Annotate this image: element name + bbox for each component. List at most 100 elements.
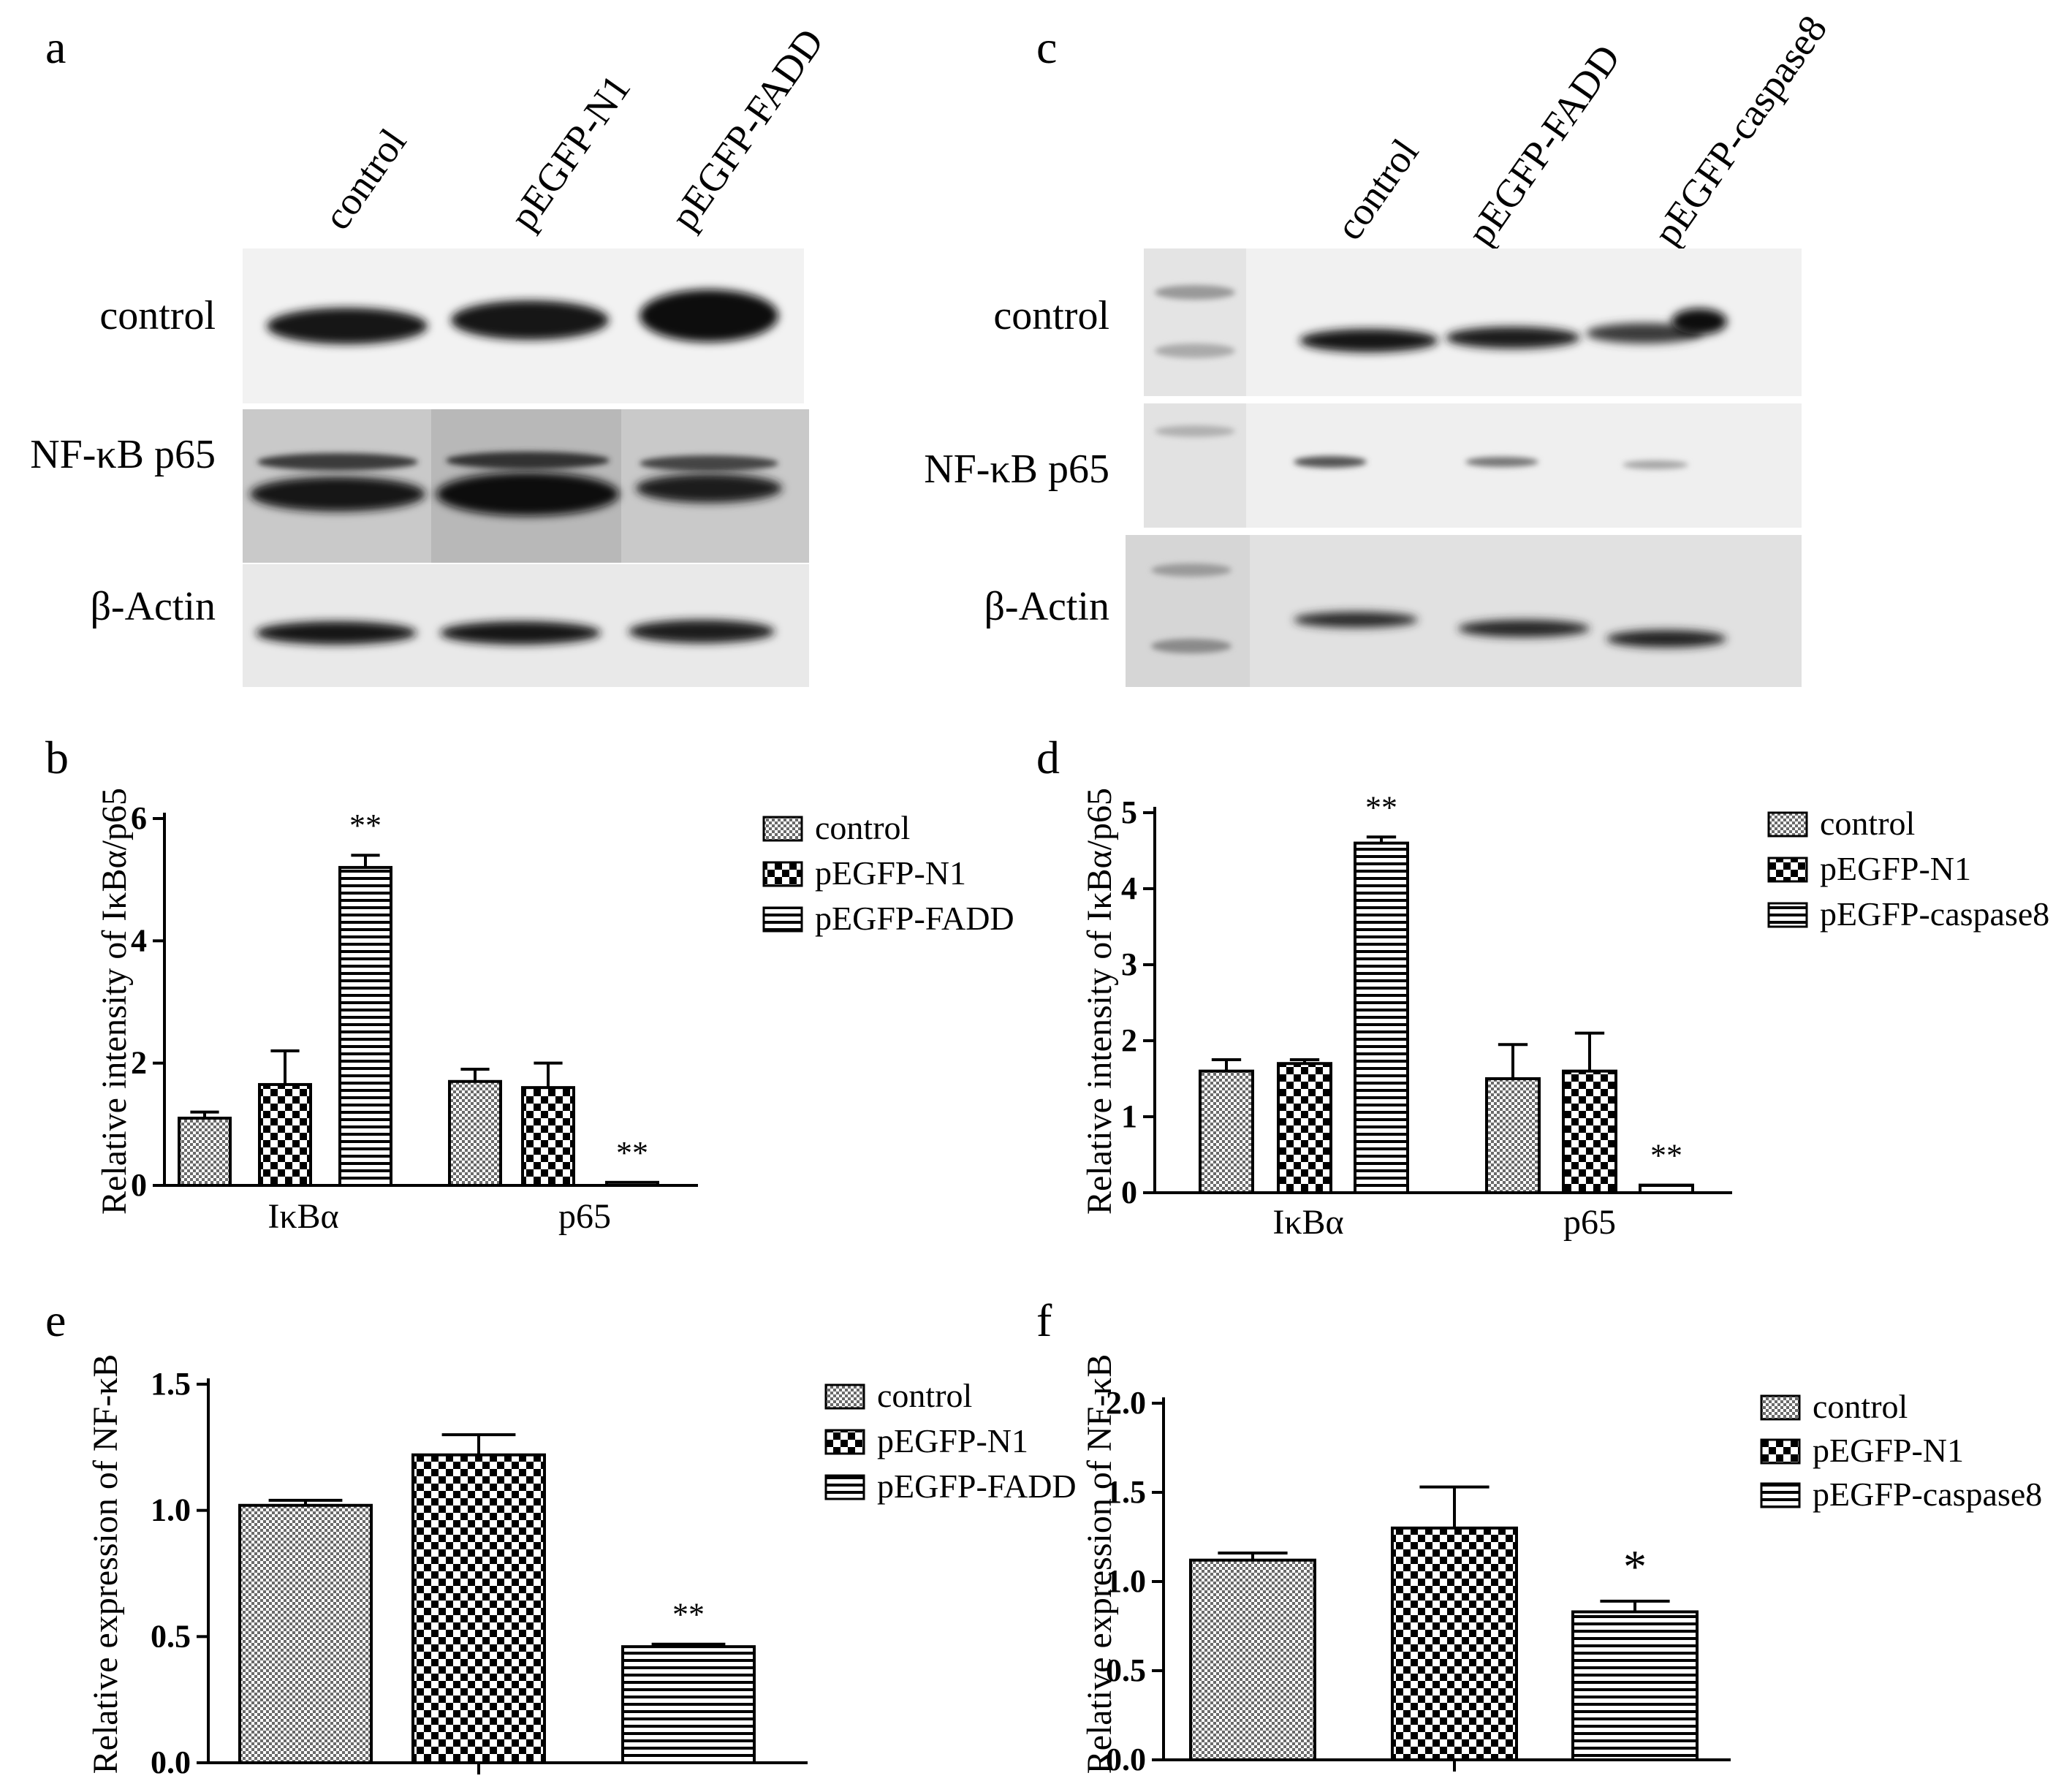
panel-c: c control pEGFP-FADD pEGFP-caspase8 cont…: [924, 7, 1835, 687]
b-x-tick-label: p65: [558, 1197, 611, 1236]
b-y-tick-label: 4: [131, 922, 147, 958]
blot-a-strip-2: [243, 409, 809, 563]
e-legend-label-0: control: [877, 1377, 972, 1414]
b-y-tick-label: 2: [131, 1045, 147, 1081]
f-legend-label-2: pEGFP-caspase8: [1813, 1476, 2042, 1513]
panel-f-letter: f: [1036, 1294, 1052, 1346]
e-bar-2: [621, 1645, 756, 1765]
panel-c-row-control: control: [993, 293, 1109, 338]
d-bar-0-2: [1354, 841, 1409, 1194]
panel-a-row-p65: NF-κB p65: [30, 432, 216, 477]
f-bar-2: [1571, 1610, 1699, 1761]
f-legend-label-1: pEGFP-N1: [1813, 1432, 1964, 1469]
f-legend-swatch-0: [1760, 1394, 1801, 1421]
panel-a-letter: a: [45, 21, 66, 73]
d-y-tick-label: 1: [1121, 1098, 1137, 1134]
blot-a-strip-1: [243, 248, 804, 403]
f-legend-label-0: control: [1813, 1388, 1908, 1425]
e-legend-swatch-1: [824, 1429, 865, 1455]
panel-c-lane-2: pEGFP-FADD: [1459, 37, 1629, 254]
f-y-tick-label: 2.0: [1106, 1385, 1146, 1421]
b-y-axis-label: Relative intensity of IκBα/p65: [95, 788, 134, 1215]
f-y-tick-label: 1.5: [1106, 1474, 1146, 1510]
d-legend-swatch-2: [1767, 902, 1808, 928]
panel-c-lane-1: control: [1327, 131, 1427, 248]
f-legend-swatch-1: [1760, 1438, 1801, 1465]
f-significance: *: [1623, 1541, 1647, 1592]
b-legend-swatch-1: [762, 861, 803, 887]
d-significance: **: [1365, 789, 1397, 825]
d-bar-0-1: [1277, 1062, 1332, 1194]
d-legend-swatch-1: [1767, 857, 1808, 883]
f-bar-0: [1189, 1558, 1316, 1761]
b-legend-label-2: pEGFP-FADD: [815, 900, 1014, 937]
b-legend-label-0: control: [815, 809, 910, 846]
e-legend-swatch-2: [824, 1474, 865, 1500]
blot-c-strip-1: [1144, 248, 1802, 396]
d-bar-1-1: [1562, 1069, 1617, 1194]
d-legend-label-1: pEGFP-N1: [1820, 850, 1971, 887]
panel-e-letter: e: [45, 1294, 66, 1346]
b-significance: **: [616, 1135, 648, 1171]
b-bar-1-2: [605, 1180, 659, 1187]
d-y-tick-label: 0: [1121, 1174, 1137, 1210]
b-y-tick-label: 0: [131, 1167, 147, 1203]
d-y-tick-label: 3: [1121, 946, 1137, 982]
e-legend-label-2: pEGFP-FADD: [877, 1468, 1077, 1505]
d-y-axis-label: Relative intensity of IκBα/p65: [1080, 788, 1119, 1215]
d-y-tick-label: 2: [1121, 1022, 1137, 1058]
b-legend-swatch-2: [762, 906, 803, 933]
b-x-tick-label: IκBα: [267, 1197, 338, 1236]
b-y-tick-label: 6: [131, 800, 147, 836]
e-y-tick-label: 1.5: [151, 1366, 191, 1402]
panel-c-row-p65: NF-κB p65: [924, 447, 1109, 492]
b-legend-swatch-0: [762, 816, 803, 842]
d-legend-label-0: control: [1820, 805, 1915, 842]
panel-a-lane-1: control: [315, 121, 415, 238]
d-bar-1-0: [1485, 1077, 1541, 1194]
f-legend-swatch-2: [1760, 1482, 1801, 1508]
d-bar-1-2: [1639, 1183, 1694, 1194]
b-bar-0-0: [178, 1116, 232, 1188]
d-x-tick-label: p65: [1563, 1203, 1616, 1242]
e-bar-0: [238, 1503, 373, 1764]
panel-a-lane-2: pEGFP-N1: [501, 67, 640, 237]
blot-a-strip-3: [243, 564, 809, 687]
f-y-axis-label: Relative expression of NF-κB: [1080, 1354, 1119, 1774]
e-y-axis-label: Relative expression of NF-κB: [86, 1354, 125, 1774]
b-bar-1-0: [448, 1079, 502, 1188]
d-y-tick-label: 4: [1121, 870, 1137, 906]
d-y-tick-label: 5: [1121, 794, 1137, 830]
f-y-tick-label: 1.0: [1106, 1563, 1146, 1599]
e-legend-label-1: pEGFP-N1: [877, 1422, 1028, 1459]
f-y-tick-label: 0.5: [1106, 1652, 1146, 1688]
panel-d-letter: d: [1036, 732, 1060, 783]
e-y-tick-label: 1.0: [151, 1492, 191, 1528]
b-bar-0-1: [258, 1082, 312, 1187]
blot-c-strip-2: [1144, 403, 1802, 528]
b-legend-label-1: pEGFP-N1: [815, 854, 966, 892]
blot-c-strip-3: [1126, 535, 1802, 687]
panel-c-letter: c: [1036, 21, 1057, 73]
panel-a-row-actin: β-Actin: [90, 584, 216, 629]
panel-c-lane-3: pEGFP-caspase8: [1645, 7, 1836, 254]
e-significance: **: [672, 1597, 705, 1633]
d-legend-swatch-0: [1767, 811, 1808, 838]
d-x-tick-label: IκBα: [1272, 1203, 1343, 1242]
d-bar-0-0: [1199, 1069, 1254, 1194]
e-y-tick-label: 0.5: [151, 1618, 191, 1654]
b-bar-1-1: [521, 1086, 575, 1187]
b-bar-0-2: [338, 865, 392, 1188]
f-y-tick-label: 0.0: [1106, 1742, 1146, 1777]
chart-e: e 0.0 0.5 1.0 1.5 Relative expression of NF-κ…: [45, 1294, 1077, 1780]
d-legend-label-2: pEGFP-caspase8: [1820, 895, 2049, 933]
panel-b-letter: b: [45, 732, 69, 783]
e-y-tick-label: 0.0: [151, 1744, 191, 1780]
e-bar-1: [411, 1453, 546, 1765]
panel-a-lane-3: pEGFP-FADD: [662, 20, 832, 238]
e-legend-swatch-0: [824, 1383, 865, 1410]
